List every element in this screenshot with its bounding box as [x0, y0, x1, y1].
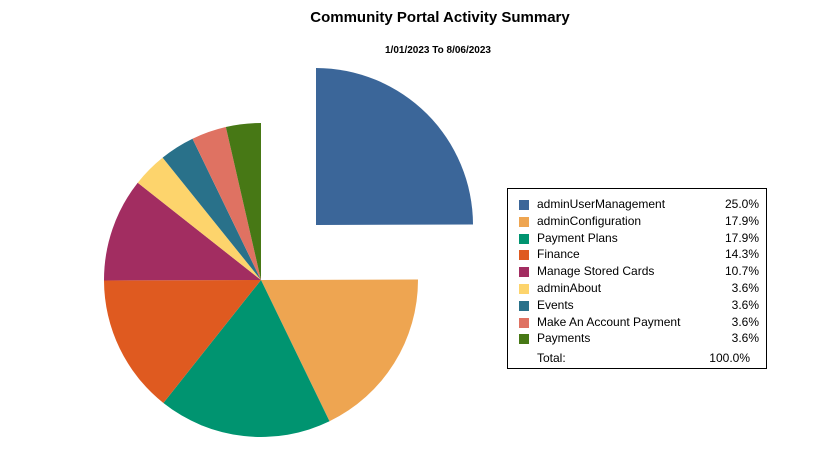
legend-label: adminConfiguration [537, 213, 642, 228]
chart-title: Community Portal Activity Summary [310, 9, 570, 26]
pie-slice-finance [104, 280, 262, 403]
pie-slice-events [162, 138, 261, 280]
legend-percent: 3.6% [731, 314, 759, 329]
legend-percent: 14.3% [724, 247, 759, 262]
legend-swatch [519, 267, 529, 278]
legend-total-label: Total: [537, 351, 566, 365]
legend-item: adminUserManagement 25.0% [519, 197, 759, 213]
pie-slice-adminconfiguration [261, 279, 418, 422]
legend-item: Manage Stored Cards 10.7% [519, 264, 759, 280]
legend-label: adminUserManagement [537, 197, 666, 211]
legend-item: Events 3.6% [519, 298, 759, 314]
legend-swatch [519, 216, 529, 227]
legend-item: adminConfiguration 17.9% [519, 214, 759, 230]
pie-slice-payment-plans [163, 280, 330, 437]
pie-slice-adminusermanagement [316, 68, 473, 225]
legend-percent: 17.9% [724, 213, 759, 228]
legend-percent: 10.7% [724, 264, 759, 279]
legend-label: adminAbout [537, 281, 602, 295]
legend-percent: 25.0% [724, 197, 759, 211]
legend-swatch [519, 200, 529, 210]
legend-swatch [519, 317, 529, 328]
legend-percent: 3.6% [731, 297, 759, 312]
pie-slice-adminabout [137, 157, 261, 280]
legend-item: Payments 3.6% [519, 331, 759, 347]
legend-label: Payments [537, 331, 591, 346]
legend-swatch [519, 233, 529, 244]
legend-item: Payment Plans 17.9% [519, 231, 759, 247]
legend-percent: 17.9% [724, 230, 759, 245]
legend-item: adminAbout 3.6% [519, 281, 759, 297]
legend-percent: 3.6% [731, 331, 759, 346]
legend-total-value: 100.0% [709, 351, 750, 365]
legend-swatch [519, 250, 529, 261]
legend-label: Manage Stored Cards [537, 264, 655, 279]
legend-item: Finance 14.3% [519, 247, 759, 263]
legend-swatch [519, 284, 529, 294]
pie-slice-manage-stored-cards [103, 182, 261, 281]
legend-swatch [519, 300, 529, 311]
legend-label: Make An Account Payment [537, 314, 681, 329]
pie-slice-make-an-account-payment [192, 126, 261, 280]
pie-slice-payments [225, 123, 261, 280]
legend-swatch [519, 334, 529, 345]
legend-label: Payment Plans [537, 230, 618, 245]
legend-label: Finance [537, 247, 580, 262]
legend-label: Events [537, 297, 574, 312]
chart-subtitle: 1/01/2023 To 8/06/2023 [384, 45, 491, 56]
legend-item: Make An Account Payment 3.6% [519, 315, 759, 331]
chart-legend: Total: 100.0% adminUserManagement 25.0% ad… [507, 188, 767, 369]
legend-percent: 3.6% [731, 281, 759, 295]
